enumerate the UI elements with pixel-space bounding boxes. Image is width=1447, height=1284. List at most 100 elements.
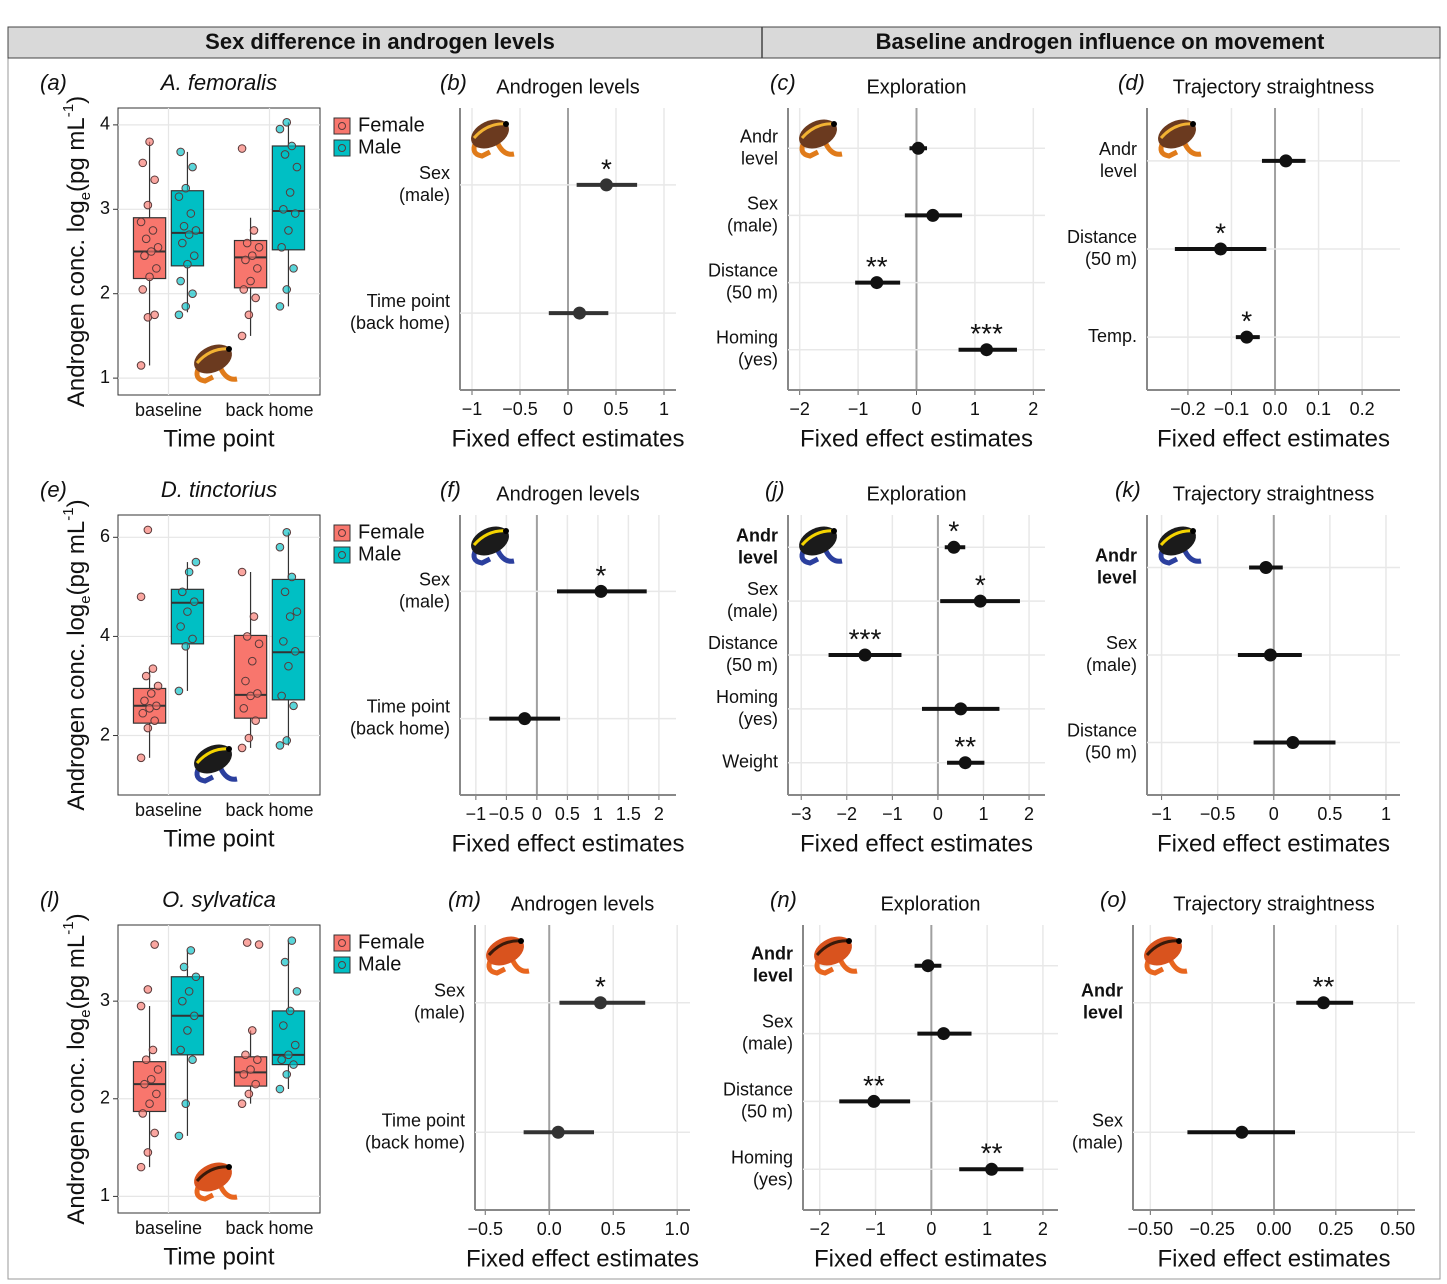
data-point xyxy=(141,671,151,681)
y-tick-label-line: Distance xyxy=(1067,720,1137,740)
frog-leg xyxy=(495,142,515,157)
data-point xyxy=(289,1060,298,1069)
data-point xyxy=(188,1055,197,1065)
data-point xyxy=(178,238,187,248)
data-point xyxy=(140,251,149,261)
y-axis-title-part: Androgen conc. log xyxy=(63,604,90,811)
data-point xyxy=(290,1040,300,1050)
data-point xyxy=(191,226,201,235)
estimate-point xyxy=(958,756,972,770)
estimate-point xyxy=(1214,242,1228,256)
box xyxy=(170,588,205,645)
panel-title: O. sylvatica xyxy=(162,887,276,912)
y-tick-label: 2 xyxy=(100,1088,110,1108)
data-point xyxy=(247,1026,257,1035)
y-tick-label-line: Sex xyxy=(419,163,450,183)
data-point xyxy=(146,247,156,256)
y-tick-label: 1 xyxy=(100,367,110,387)
y-tick-label: 6 xyxy=(100,526,110,546)
data-point xyxy=(285,188,295,197)
data-point xyxy=(285,1006,295,1016)
data-point xyxy=(241,255,250,265)
data-point xyxy=(242,632,252,641)
y-tick-label: Sex (male) xyxy=(727,193,778,235)
data-point xyxy=(148,226,158,235)
y-tick-label: 3 xyxy=(100,990,110,1010)
estimate-point xyxy=(593,996,607,1010)
y-axis-title-part: e xyxy=(77,192,94,200)
data-point xyxy=(275,302,285,311)
data-point xyxy=(242,238,252,248)
x-tick-label: −3 xyxy=(791,804,812,824)
data-point xyxy=(148,664,158,673)
y-tick-label-line: level xyxy=(738,547,778,567)
x-tick-label: 2 xyxy=(1028,399,1038,419)
data-point xyxy=(136,217,146,227)
y-tick-label-line: level xyxy=(741,148,778,168)
x-axis-title: Fixed effect estimates xyxy=(814,1245,1047,1272)
y-tick-label-line: level xyxy=(753,965,793,985)
x-tick-label: 1 xyxy=(593,804,603,824)
estimate-point xyxy=(551,1125,565,1139)
estimate-point xyxy=(1259,561,1273,574)
data-point xyxy=(282,118,292,127)
data-point xyxy=(254,639,264,649)
frog-eye xyxy=(846,938,852,944)
panel-title: D. tinctorius xyxy=(161,477,277,502)
data-point xyxy=(284,1050,293,1060)
estimate-point xyxy=(1235,1125,1249,1139)
x-tick-label: 0.0 xyxy=(1263,399,1288,419)
frog-leg xyxy=(218,767,238,782)
data-point xyxy=(143,525,153,535)
data-point xyxy=(237,331,247,341)
y-tick-label-line: Sex xyxy=(1106,633,1137,653)
y-tick-label-line: (yes) xyxy=(738,709,778,729)
x-tick-label: 2 xyxy=(654,804,664,824)
panel-label: (c) xyxy=(770,70,796,95)
x-tick-label: 0 xyxy=(563,399,573,419)
data-point xyxy=(279,204,288,214)
data-point xyxy=(184,230,194,239)
data-point xyxy=(140,696,149,706)
x-tick-label: 0 xyxy=(926,1219,936,1239)
significance-label: * xyxy=(1241,306,1252,337)
estimate-point xyxy=(926,208,940,222)
panel-title: Exploration xyxy=(880,893,980,915)
x-tick-label: back home xyxy=(225,800,313,820)
legend-label: Male xyxy=(358,543,401,565)
data-point xyxy=(241,1050,250,1060)
data-point xyxy=(249,226,259,235)
header-bar xyxy=(7,26,1441,59)
panel-title: Trajectory straightness xyxy=(1173,893,1375,915)
x-tick-label: 1 xyxy=(970,399,980,419)
data-point xyxy=(239,703,249,713)
data-point xyxy=(277,691,286,701)
data-point xyxy=(183,259,192,269)
data-point xyxy=(280,587,290,597)
y-tick-label: Andr level xyxy=(740,126,778,168)
y-tick-label: 4 xyxy=(100,114,110,134)
x-tick-label: −1 xyxy=(1151,804,1172,824)
significance-label: ** xyxy=(981,1138,1003,1169)
x-tick-label: 0 xyxy=(532,804,542,824)
data-point xyxy=(181,642,191,651)
y-axis-title-part: Androgen conc. log xyxy=(63,1018,90,1225)
x-tick-label: 1.5 xyxy=(616,804,641,824)
data-point xyxy=(251,716,260,725)
data-point xyxy=(174,686,184,696)
panel-title: Trajectory straightness xyxy=(1173,76,1375,98)
data-point xyxy=(275,741,285,750)
data-point xyxy=(280,957,290,967)
data-point xyxy=(136,1001,146,1011)
box xyxy=(233,634,268,719)
estimate-point xyxy=(867,1094,881,1108)
data-point xyxy=(282,285,292,294)
data-point xyxy=(287,572,297,582)
x-axis-title: Time point xyxy=(163,1243,274,1270)
y-tick-label: Andr level xyxy=(751,943,793,985)
box xyxy=(271,578,306,701)
y-tick-label-line: Distance xyxy=(1067,227,1137,247)
y-tick-label: Weight xyxy=(722,751,778,771)
data-point xyxy=(179,221,189,231)
frog-icon xyxy=(814,936,858,976)
